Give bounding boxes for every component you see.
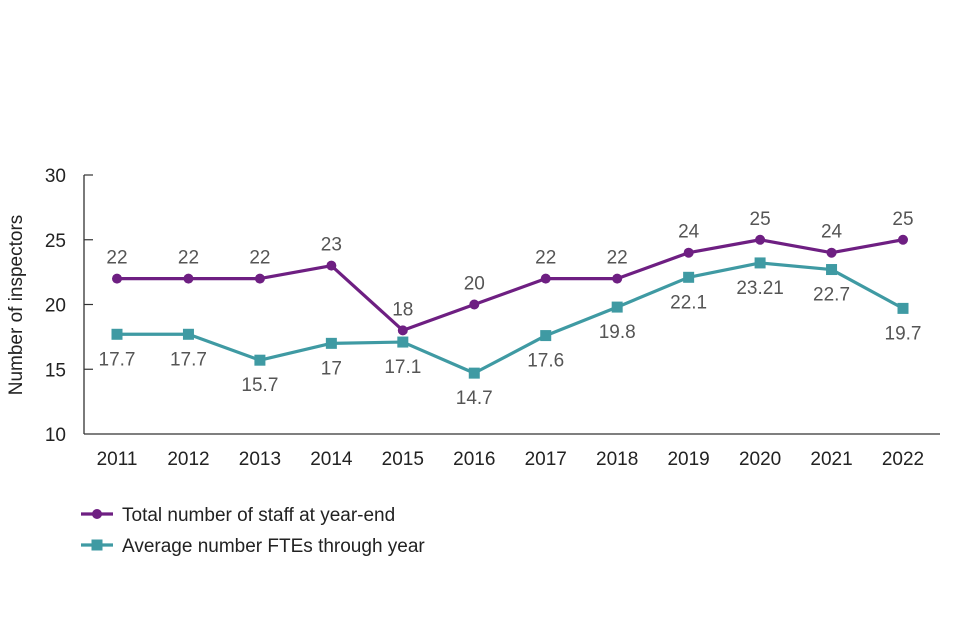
data-label: 17.1 [384,357,421,378]
x-axis-ticks: 2011 2012 2013 2014 2015 2016 2017 2018 2019 2020… [97,449,925,470]
data-label: 17 [321,358,342,379]
data-label: 22.1 [670,292,707,313]
x-tick-label: 2013 [239,449,281,470]
x-tick-label: 2020 [739,449,781,470]
x-tick-label: 2015 [382,449,424,470]
x-tick-label: 2022 [882,449,924,470]
y-tick-label: 15 [45,360,66,381]
y-axis-ticks: 10 15 20 25 30 [45,166,93,446]
data-point [112,273,122,284]
x-tick-label: 2017 [525,449,567,470]
y-tick-label: 10 [45,425,66,446]
y-tick-label: 20 [45,296,66,317]
x-tick-label: 2012 [167,449,209,470]
data-point [468,367,480,379]
axes [83,175,940,435]
x-tick-label: 2019 [667,449,709,470]
data-point [469,299,480,310]
data-point [612,273,623,284]
x-tick-label: 2014 [310,449,353,470]
data-label: 22 [178,248,199,269]
data-point [897,302,909,314]
data-point [397,325,408,336]
data-point [754,257,766,269]
data-point [540,330,552,342]
data-label: 18 [392,299,413,320]
legend: Total number of staff at year-end Average… [81,505,425,557]
data-point [540,273,551,284]
data-label: 22 [106,248,127,269]
data-point [397,336,409,348]
data-point [326,260,337,271]
series-line [117,238,904,332]
data-point [254,273,265,284]
legend-marker [92,509,102,519]
series-line [117,261,904,375]
data-point [182,328,194,340]
data-label: 25 [892,209,913,230]
data-point [611,301,623,313]
x-tick-label: 2016 [453,449,495,470]
data-label: 20 [464,274,485,295]
data-label: 24 [821,222,843,243]
legend-entry: Total number of staff at year-end [81,505,395,526]
series-average-fte: 17.7 17.7 15.7 17 17.1 14.7 17.6 19.8 22.1 23.21 2… [99,257,922,409]
legend-marker [91,539,103,551]
data-label: 17.7 [99,349,136,370]
data-label: 22 [535,248,556,269]
data-label: 25 [750,209,771,230]
data-point [683,247,694,258]
data-point [898,234,908,245]
y-tick-label: 25 [45,231,66,252]
data-label: 17.6 [527,351,564,372]
y-axis-title: Number of inspectors [6,215,27,396]
data-label: 15.7 [241,375,278,396]
data-point [254,354,266,366]
data-point [826,264,838,276]
data-label: 23 [321,235,342,256]
x-tick-label: 2018 [596,449,638,470]
data-label: 19.7 [885,323,922,344]
legend-label: Total number of staff at year-end [122,505,395,526]
data-label: 22 [249,248,270,269]
data-label: 24 [678,222,700,243]
series-total-staff: 22 22 22 23 18 20 22 22 24 25 24 25 [106,209,914,336]
data-label: 17.7 [170,349,207,370]
data-label: 22 [607,248,628,269]
data-point [325,337,337,349]
data-point [111,328,123,340]
legend-label: Average number FTEs through year [122,536,425,557]
data-point [755,234,766,245]
data-point [683,271,695,283]
x-tick-label: 2021 [810,449,852,470]
data-label: 22.7 [813,285,850,306]
y-tick-label: 30 [45,166,66,187]
data-label: 19.8 [599,322,636,343]
data-label: 14.7 [456,388,493,409]
data-point [183,273,194,284]
x-tick-label: 2011 [97,449,138,470]
data-point [826,247,837,258]
data-label: 23.21 [736,278,784,299]
legend-entry: Average number FTEs through year [81,536,425,557]
